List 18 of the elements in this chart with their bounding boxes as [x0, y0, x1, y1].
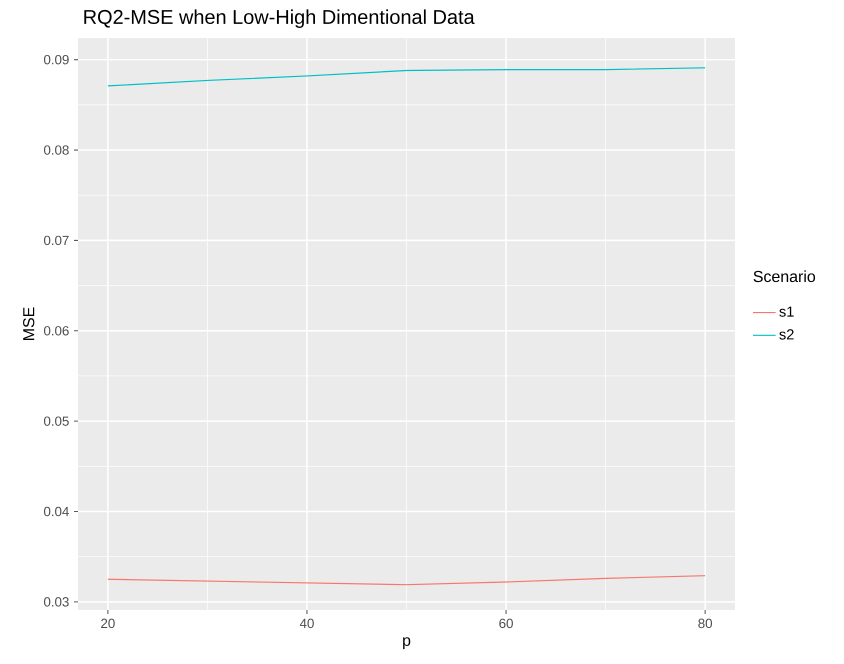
- legend-label: s1: [779, 306, 794, 317]
- x-tick-label: 40: [300, 618, 314, 628]
- y-tick-label: 0.03: [44, 597, 69, 607]
- y-tick-label: 0.04: [44, 506, 69, 516]
- chart-title: RQ2-MSE when Low-High Dimentional Data: [84, 9, 475, 28]
- y-tick-label: 0.09: [44, 54, 69, 64]
- y-tick-label: 0.08: [44, 145, 69, 155]
- y-tick-label: 0.05: [44, 416, 69, 426]
- y-axis-title: MSE: [23, 307, 34, 340]
- legend-label: s2: [779, 329, 794, 340]
- y-tick-label: 0.06: [44, 326, 69, 336]
- x-tick-label: 20: [101, 618, 115, 628]
- x-axis-title: p: [403, 637, 410, 650]
- line-series: [107, 67, 706, 86]
- y-tick-label: 0.07: [44, 236, 69, 246]
- x-tick-label: 80: [698, 618, 712, 628]
- legend-title: Scenario: [754, 270, 816, 282]
- x-tick-label: 60: [499, 618, 513, 628]
